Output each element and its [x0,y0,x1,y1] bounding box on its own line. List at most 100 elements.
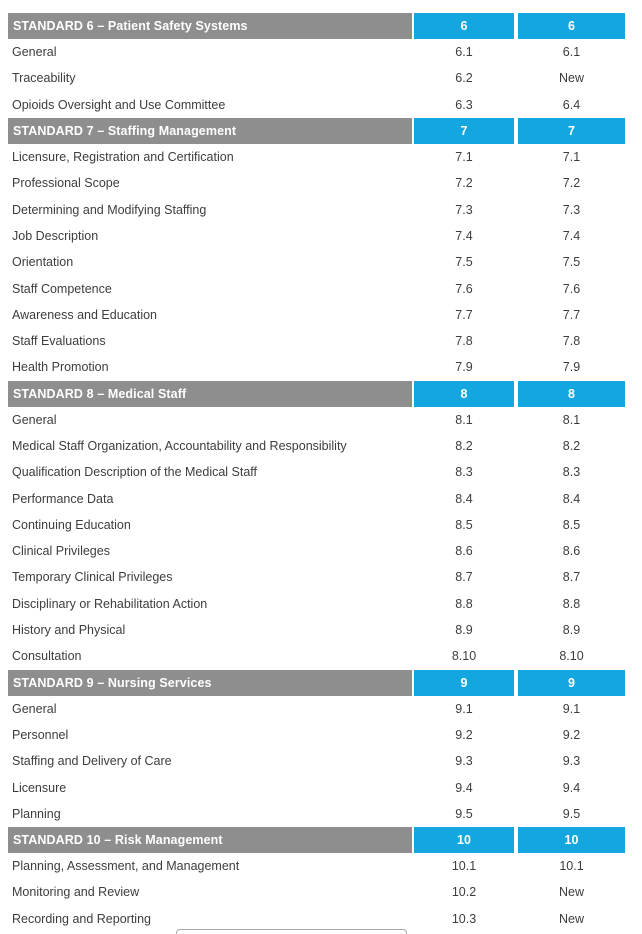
table-row: Determining and Modifying Staffing 7.3 7.3 [8,196,625,222]
row-label: Recording and Reporting [12,911,151,926]
row-code-col2: 7.9 [562,360,581,375]
row-code-col1: 8.4 [455,491,473,506]
table-row: General 8.1 8.1 [8,407,625,433]
row-code-col2: 8.7 [562,570,581,585]
row-label: Determining and Modifying Staffing [12,202,207,217]
table-row: Medical Staff Organization, Accountabili… [8,433,625,459]
table-row: Staff Evaluations 7.8 7.8 [8,328,625,354]
standard-code-col2: 10 [518,827,625,854]
section-header-row: STANDARD 9 – Nursing Services 9 9 [8,669,625,696]
row-code-col2: 8.5 [562,517,581,532]
row-label: Qualification Description of the Medical… [12,465,258,480]
table-row: Qualification Description of the Medical… [8,459,625,485]
table-row: Monitoring and Review 10.2 New [8,879,625,905]
table-row: Traceability 6.2 New [8,65,625,91]
row-code-col1: 7.6 [455,281,473,296]
row-code-col2: 7.7 [562,307,581,322]
table-row: Planning 9.5 9.5 [8,801,625,827]
row-code-col2: 10.1 [559,859,584,874]
row-label: Licensure, Registration and Certificatio… [12,150,234,165]
row-code-col2: 7.6 [562,281,581,296]
row-code-col2: New [558,885,584,900]
section-header-row: STANDARD 7 – Staffing Management 7 7 [8,117,625,144]
table-row: Job Description 7.4 7.4 [8,223,625,249]
table-row: Awareness and Education 7.7 7.7 [8,302,625,328]
standard-code-col1: 10 [414,827,514,854]
standard-title: STANDARD 8 – Medical Staff [8,380,412,407]
row-code-col2: 6.4 [562,97,581,112]
row-label: General [12,412,57,427]
row-code-col2: 7.3 [562,202,581,217]
row-code-col1: 8.7 [455,570,473,585]
table-row: Recording and Reporting 10.3 New [8,906,625,932]
row-label: General [12,45,57,60]
standards-table: STANDARD 6 – Patient Safety Systems 6 6 Gen… [8,13,625,932]
row-code-col2: 8.8 [562,596,581,611]
row-code-col1: 7.2 [455,176,473,191]
row-label: Orientation [12,255,74,270]
row-code-col1: 8.10 [451,649,477,664]
row-label: Licensure [12,780,67,795]
standard-code-col2: 6 [518,13,625,39]
row-code-col2: 8.3 [562,465,581,480]
row-code-col1: 9.2 [455,727,473,742]
row-code-col2: New [558,71,584,86]
row-code-col1: 6.1 [455,45,473,60]
row-code-col1: 9.5 [455,806,473,821]
table-row: Health Promotion 7.9 7.9 [8,354,625,380]
row-label: Planning [12,806,61,821]
row-code-col2: 7.2 [562,176,581,191]
row-label: Temporary Clinical Privileges [12,570,173,585]
row-label: Medical Staff Organization, Accountabili… [12,439,347,453]
row-code-col1: 7.4 [455,228,473,243]
standard-code-col2: 7 [518,117,625,144]
table-row: General 9.1 9.1 [8,696,625,722]
standard-title: STANDARD 7 – Staffing Management [8,117,412,144]
row-code-col1: 8.6 [455,544,473,559]
cutoff-textbox-edge [176,929,407,934]
table-row: Staff Competence 7.6 7.6 [8,275,625,301]
row-code-col2: 9.4 [562,780,581,795]
row-code-col2: 8.2 [562,439,581,453]
table-row: History and Physical 8.9 8.9 [8,617,625,643]
row-code-col2: New [558,911,584,926]
row-code-col1: 7.1 [455,150,473,165]
row-code-col2: 8.9 [562,623,581,638]
row-label: Job Description [12,228,99,243]
row-code-col1: 8.1 [455,412,473,427]
table-row: Orientation 7.5 7.5 [8,249,625,275]
row-label: Personnel [12,727,69,742]
row-code-col1: 7.9 [455,360,473,375]
row-code-col2: 7.1 [562,150,581,165]
row-label: Health Promotion [12,360,109,375]
standard-code-col1: 9 [414,669,514,696]
standard-code-col1: 7 [414,117,514,144]
standard-code-col1: 8 [414,380,514,407]
row-code-col2: 8.1 [562,412,581,427]
row-code-col1: 7.7 [455,307,473,322]
row-code-col1: 9.3 [455,754,473,769]
table-row: Licensure 9.4 9.4 [8,774,625,800]
table-row: Professional Scope 7.2 7.2 [8,170,625,196]
row-code-col2: 7.4 [562,228,581,243]
table-row: Planning, Assessment, and Management 10.1… [8,853,625,879]
row-code-col1: 7.5 [455,255,473,270]
table-row: Performance Data 8.4 8.4 [8,485,625,511]
row-label: Staff Evaluations [12,334,106,349]
row-label: History and Physical [12,623,126,638]
table-row: Personnel 9.2 9.2 [8,722,625,748]
row-label: Clinical Privileges [12,544,110,559]
row-code-col2: 8.4 [562,491,581,506]
standard-title: STANDARD 10 – Risk Management [8,827,412,854]
row-code-col1: 6.3 [455,97,473,112]
table-row: Staffing and Delivery of Care 9.3 9.3 [8,748,625,774]
row-code-col1: 6.2 [455,71,473,86]
table-row: Licensure, Registration and Certificatio… [8,144,625,170]
row-label: Opioids Oversight and Use Committee [12,97,226,112]
row-label: Continuing Education [12,517,131,532]
row-label: Awareness and Education [12,307,158,322]
table-row: Clinical Privileges 8.6 8.6 [8,538,625,564]
table-row: Disciplinary or Rehabilitation Action 8.8… [8,591,625,617]
standard-code-col2: 9 [518,669,625,696]
row-label: Planning, Assessment, and Management [12,859,240,874]
